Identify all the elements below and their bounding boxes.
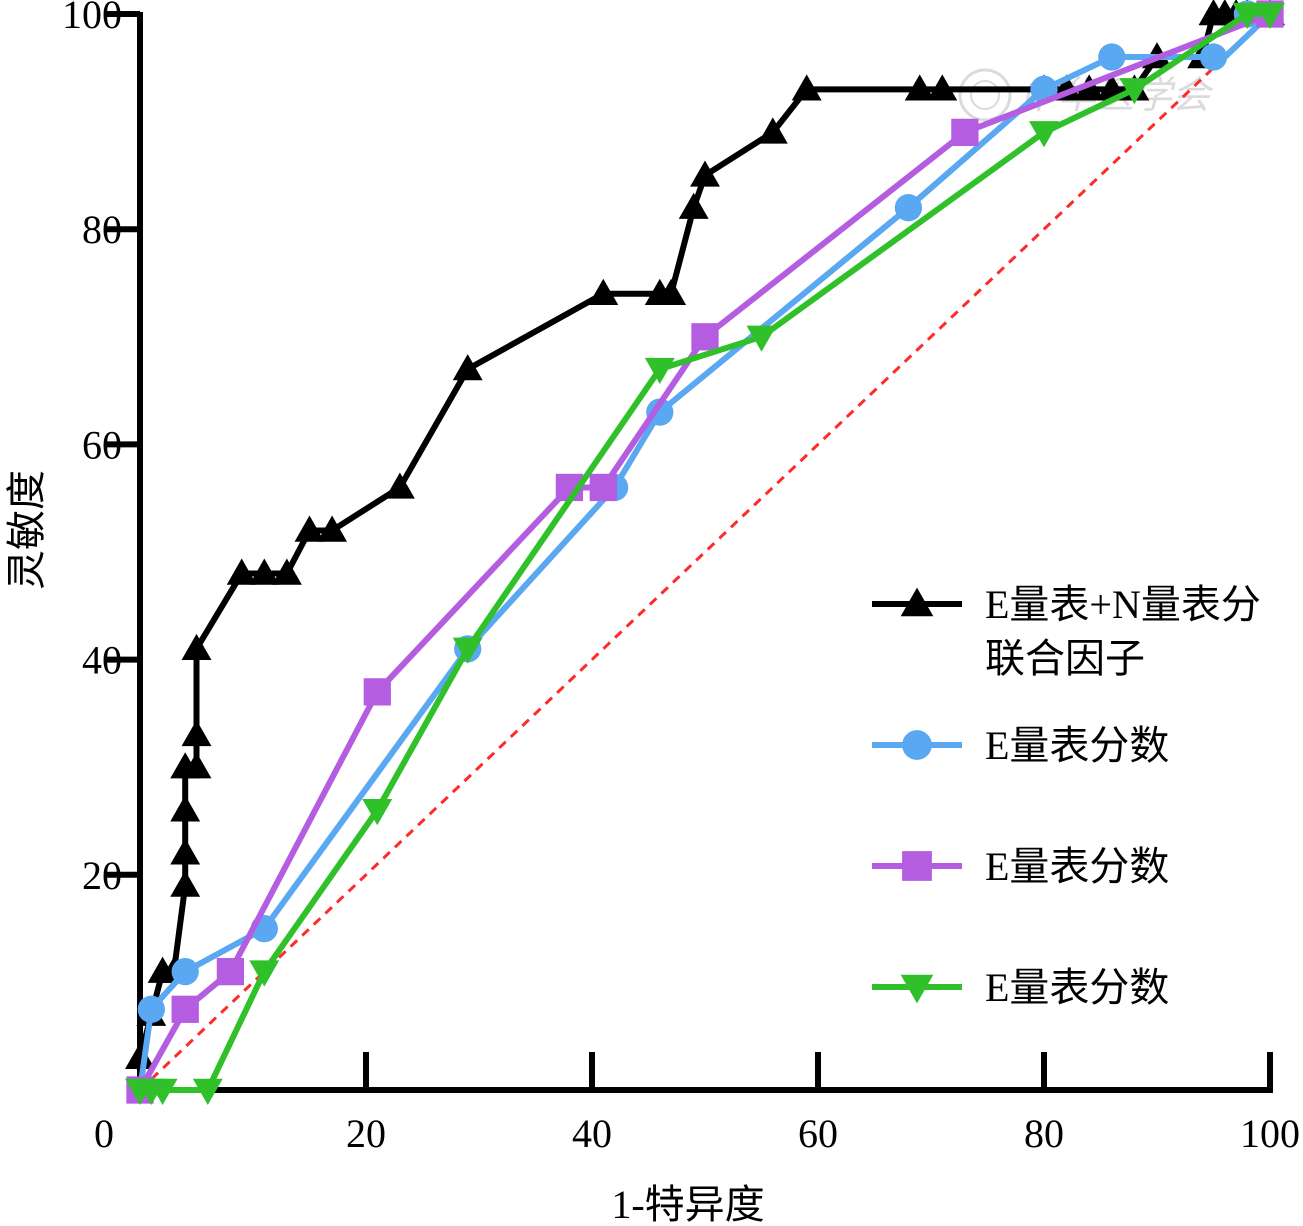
x-tick-label: 80 (1024, 1111, 1064, 1156)
data-point (192, 1078, 223, 1105)
y-axis-title: 灵敏度 (4, 470, 49, 590)
legend-swatch-marker (902, 730, 932, 760)
data-point (678, 192, 709, 219)
legend-item-2: E量表分数 (872, 844, 1169, 889)
y-tick-label: 60 (82, 422, 122, 467)
data-point (170, 838, 201, 865)
legend-label: E量表+N量表分 (985, 582, 1261, 627)
data-point (181, 752, 212, 779)
data-point (894, 194, 923, 222)
x-tick-label: 20 (346, 1111, 386, 1156)
data-point (927, 74, 958, 101)
y-tick-label: 100 (62, 0, 122, 37)
legend-label: E量表分数 (985, 723, 1169, 768)
data-point (589, 473, 617, 502)
data-point (644, 357, 675, 385)
data-point (171, 995, 199, 1023)
series-group (125, 0, 1285, 1105)
y-tick-label: 40 (82, 638, 122, 683)
data-point (216, 958, 245, 986)
legend-swatch-marker (900, 974, 934, 1004)
data-point (656, 278, 687, 305)
legend-swatch-marker (902, 851, 932, 881)
legend-label: E量表分数 (985, 844, 1169, 889)
data-point (181, 633, 212, 661)
x-axis-title: 1-特异度 (611, 1182, 764, 1226)
data-point (791, 74, 822, 101)
data-point (147, 1078, 178, 1105)
legend-item-3: E量表分数 (872, 965, 1169, 1010)
x-tick-label: 40 (572, 1111, 612, 1156)
axes: 0 20 40 60 80 100 20 40 60 80 100 (62, 0, 1300, 1156)
data-point (317, 515, 348, 542)
data-point (1232, 2, 1263, 29)
legend-label: E量表分数 (985, 965, 1169, 1010)
data-point (588, 278, 619, 305)
data-point (1199, 43, 1228, 71)
series-0 (125, 0, 1285, 1069)
data-point (271, 558, 302, 585)
data-point (1074, 74, 1105, 101)
data-point (249, 558, 280, 585)
data-point (125, 1042, 155, 1069)
data-point (904, 74, 935, 101)
data-point (1098, 43, 1126, 71)
x-tick-label: 100 (1240, 1111, 1300, 1156)
data-point (1119, 78, 1150, 105)
data-point (170, 795, 201, 822)
data-point (691, 323, 719, 351)
data-point (1255, 2, 1285, 29)
data-point (452, 637, 483, 664)
x-tick-label: 0 (94, 1111, 114, 1156)
data-point (171, 958, 199, 986)
y-tick-label: 80 (82, 207, 122, 252)
data-point (1029, 121, 1059, 148)
data-point (384, 472, 415, 499)
data-point (170, 870, 201, 897)
reference-line-group (138, 12, 1272, 1092)
data-point (137, 995, 165, 1023)
data-point (181, 719, 212, 747)
y-tick-label: 20 (82, 853, 122, 898)
x-tick-label: 60 (798, 1111, 838, 1156)
data-point (363, 678, 391, 706)
legend-item-1: E量表分数 (872, 723, 1169, 768)
data-point (690, 160, 720, 187)
data-point (746, 325, 777, 352)
data-point (249, 960, 280, 987)
reference-diagonal-line (138, 12, 1272, 1092)
legend-label: 联合因子 (985, 636, 1145, 681)
data-point (226, 558, 257, 585)
data-point (362, 799, 393, 826)
series-3 (125, 2, 1285, 1105)
legend-swatch-marker (900, 587, 934, 617)
data-point (294, 515, 325, 542)
data-point (757, 117, 788, 144)
data-point (452, 354, 483, 381)
data-point (951, 118, 979, 146)
